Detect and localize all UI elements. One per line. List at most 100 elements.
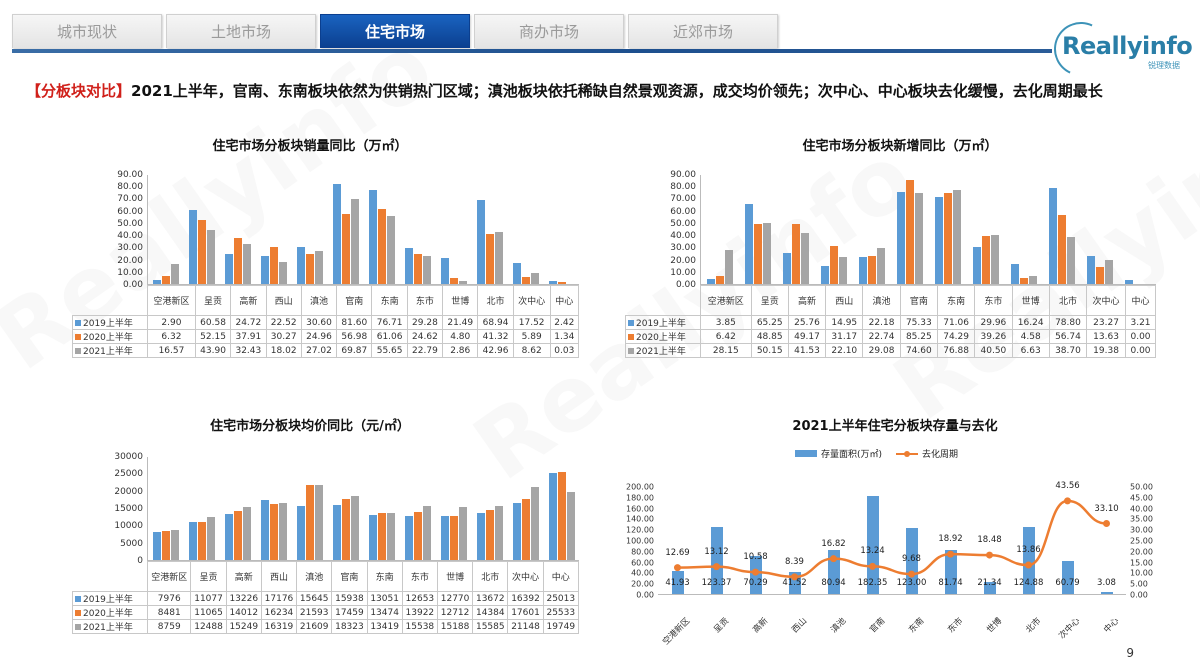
table-cell: 15249: [225, 619, 262, 634]
category-label: 滇池: [828, 616, 848, 636]
bar: [477, 512, 485, 560]
category-label: 次中心: [1056, 616, 1082, 642]
category-label: 东市: [401, 561, 438, 592]
bar: [944, 193, 952, 284]
series-name: 2020上半年: [636, 333, 686, 343]
y-axis: 90.00 80.00 70.00 60.00 50.00 40.00 30.00 20.00…: [620, 170, 696, 290]
bar: [531, 273, 539, 284]
table-row: 2021上半年 28.15 50.15 41.53 22.10 29.08 74.60 76.…: [625, 343, 1156, 358]
y-tick-label: 0.00: [675, 280, 696, 290]
table-cell: 24.96: [300, 329, 338, 344]
category-label: 东市: [945, 616, 965, 636]
bar: [315, 250, 323, 284]
bar-group: [477, 199, 503, 284]
table-cell: 14012: [225, 605, 262, 620]
table-cell: 74.29: [936, 329, 976, 344]
bar: [243, 507, 251, 560]
bar: [261, 256, 269, 284]
bar: [459, 280, 467, 284]
series-name: 2020上半年: [83, 609, 133, 619]
bar: [477, 199, 485, 284]
bar: [486, 233, 494, 284]
category-label: 滇池: [296, 561, 333, 592]
table-row: 2020上半年 6.32 52.15 37.91 30.27 24.96 56.98 61.0…: [72, 329, 580, 344]
bar: [830, 245, 838, 284]
chart-title: 住宅市场分板块新增同比（万㎡）: [802, 139, 998, 154]
series-name: 2019上半年: [83, 319, 133, 329]
table-cell: 24.72: [230, 315, 267, 330]
tab-3[interactable]: 商办市场: [474, 14, 624, 48]
bar: [306, 485, 314, 560]
bar: [225, 514, 233, 560]
sales-volume-chart: 住宅市场分板块销量同比（万㎡） 90.00 80.00 70.00 60.00 50.0…: [30, 135, 590, 365]
y-tick-label: 60.00: [631, 558, 654, 568]
y-tick-label: 20000: [114, 486, 143, 497]
category-row: 空港新区 呈贡 高新 西山 滇池 官南 东南 东市 世博 北市 次中心 中心: [72, 561, 580, 592]
y-tick-label: 20.00: [631, 579, 654, 589]
bar-data-label: 70.29: [743, 578, 768, 588]
page-number: 9: [1126, 646, 1134, 660]
category-label: 滇池: [862, 285, 901, 316]
series-label: 2021上半年: [72, 343, 148, 358]
series-label: 2020上半年: [72, 329, 148, 344]
table-cell: 71.06: [936, 315, 976, 330]
tab-2[interactable]: 住宅市场: [320, 14, 470, 48]
category-label: 西山: [265, 285, 302, 316]
y-tick-label: 45.00: [1130, 493, 1153, 503]
table-row: 2019上半年 7976 11077 13226 17176 15645 15938 1305…: [72, 591, 580, 606]
table-cell: 21148: [507, 619, 544, 634]
bar: [745, 204, 753, 284]
table-cell: 0.00: [1125, 343, 1156, 358]
y-tick-label: 180.00: [626, 493, 654, 503]
bar-group: [189, 516, 215, 560]
table-cell: 56.74: [1048, 329, 1088, 344]
bar: [189, 209, 197, 284]
series-name: 2019上半年: [83, 595, 133, 605]
marker-icon: [904, 450, 911, 457]
category-row: 空港新区 呈贡 高新 西山 滇池 官南 东南 东市 世博 北市 次中心 中心: [72, 285, 580, 316]
bar-group: [405, 248, 431, 284]
y-tick-label: 20.00: [117, 255, 143, 266]
table-cell: 11065: [190, 605, 227, 620]
category-label: 北市: [1023, 616, 1043, 636]
bar: [935, 197, 943, 284]
line-data-label: 13.24: [860, 546, 885, 557]
y-tick-label: 40.00: [117, 231, 143, 242]
stock-bar: [866, 495, 879, 594]
category-label: 呈贡: [750, 285, 789, 316]
bar-group: [369, 513, 395, 560]
bar: [423, 256, 431, 284]
bar-group: [513, 486, 539, 560]
bar-group: [261, 500, 287, 560]
tab-1[interactable]: 土地市场: [166, 14, 316, 48]
tab-0[interactable]: 城市现状: [12, 14, 162, 48]
y-tick-label: 35.00: [1130, 514, 1153, 524]
bar: [558, 471, 566, 560]
bar: [351, 198, 359, 284]
bar: [1029, 275, 1037, 284]
series-label: 2020上半年: [625, 329, 701, 344]
line-swatch-icon: [896, 450, 919, 457]
table-cell: 12712: [436, 605, 474, 620]
table-cell: 17601: [507, 605, 544, 620]
series-label: 2021上半年: [72, 619, 148, 634]
bar: [897, 191, 905, 284]
bar: [859, 256, 867, 284]
headline-text: 2021上半年，官南、东南板块依然为供销热门区域；滇池板块依托稀缺自然景观资源，…: [131, 82, 1103, 100]
table-cell: 76.88: [936, 343, 976, 358]
legend-item-cycle: 去化周期: [896, 447, 958, 460]
table-cell: 13419: [366, 619, 403, 634]
legend-swatch-icon: [628, 320, 634, 326]
legend-swatch-icon: [75, 320, 81, 326]
y-tick-label: 5.00: [1130, 579, 1148, 589]
table-row: 2020上半年 6.42 48.85 49.17 31.17 22.74 85.25 74.2…: [625, 329, 1156, 344]
bar: [270, 503, 278, 560]
category-label: 官南: [899, 285, 938, 316]
table-cell: 22.74: [862, 329, 901, 344]
bar: [716, 276, 724, 284]
bar: [297, 505, 305, 560]
table-cell: 17176: [260, 591, 298, 606]
bar-data-label: 182.35: [857, 578, 888, 588]
tab-4[interactable]: 近郊市场: [628, 14, 778, 48]
stock-bar: [827, 550, 840, 594]
